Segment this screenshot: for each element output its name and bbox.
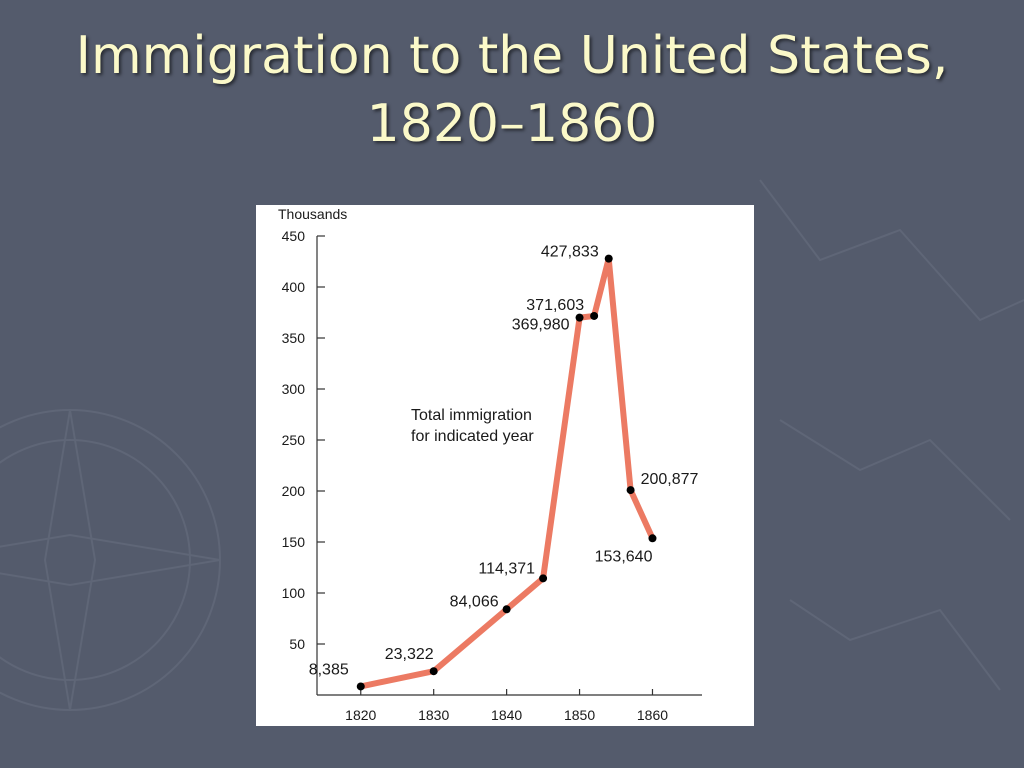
y-tick-label: 250 bbox=[282, 432, 306, 448]
y-axis-ticks: 50 100 150 200 250 300 350 400 450 bbox=[282, 228, 325, 652]
data-point-label: 369,980 bbox=[512, 317, 570, 334]
data-point-label: 23,322 bbox=[385, 646, 434, 663]
y-tick-label: 200 bbox=[282, 483, 306, 499]
chart-panel: Thousands Total immigration for indicate… bbox=[256, 205, 754, 726]
data-point-marker bbox=[356, 682, 365, 691]
data-point-label: 84,066 bbox=[450, 593, 499, 610]
x-tick-label: 1840 bbox=[491, 707, 522, 723]
data-point-label: 427,833 bbox=[541, 244, 599, 261]
series-line bbox=[357, 255, 656, 690]
y-tick-label: 350 bbox=[282, 330, 306, 346]
title-line-2: 1820–1860 bbox=[366, 94, 658, 154]
immigration-line-chart: Thousands Total immigration for indicate… bbox=[278, 206, 702, 723]
y-tick-label: 50 bbox=[289, 636, 305, 652]
x-tick-label: 1860 bbox=[637, 707, 668, 723]
data-point-label: 114,371 bbox=[478, 560, 535, 577]
data-point-label: 8,385 bbox=[309, 661, 349, 678]
y-tick-label: 300 bbox=[282, 381, 306, 397]
x-tick-label: 1850 bbox=[564, 707, 595, 723]
data-point-marker bbox=[429, 667, 438, 676]
chart-annotation-line-2: for indicated year bbox=[411, 428, 534, 445]
y-axis-unit-label: Thousands bbox=[278, 206, 347, 222]
data-point-marker bbox=[604, 254, 613, 263]
y-tick-label: 450 bbox=[282, 228, 306, 244]
series-group: 8,385 23,322 84,066 114,371 369,980 371,603 42… bbox=[309, 244, 699, 691]
title-line-1: Immigration to the United States, bbox=[75, 26, 949, 86]
y-tick-label: 150 bbox=[282, 534, 306, 550]
data-point-label: 371,603 bbox=[526, 297, 584, 314]
data-point-marker bbox=[575, 313, 584, 322]
data-point-label: 200,877 bbox=[641, 471, 699, 488]
y-tick-label: 100 bbox=[282, 585, 306, 601]
data-point-label: 153,640 bbox=[595, 548, 653, 565]
data-point-marker bbox=[502, 605, 511, 614]
data-point-marker bbox=[539, 574, 548, 583]
y-tick-label: 400 bbox=[282, 279, 306, 295]
x-tick-label: 1820 bbox=[345, 707, 376, 723]
x-tick-label: 1830 bbox=[418, 707, 449, 723]
slide-title: Immigration to the United States, 1820–1… bbox=[0, 22, 1024, 158]
chart-annotation-line-1: Total immigration bbox=[411, 407, 532, 424]
data-point-marker bbox=[648, 534, 657, 543]
x-axis-ticks: 1820 1830 1840 1850 1860 bbox=[345, 689, 668, 723]
data-point-marker bbox=[626, 486, 635, 495]
data-point-marker bbox=[590, 311, 599, 320]
